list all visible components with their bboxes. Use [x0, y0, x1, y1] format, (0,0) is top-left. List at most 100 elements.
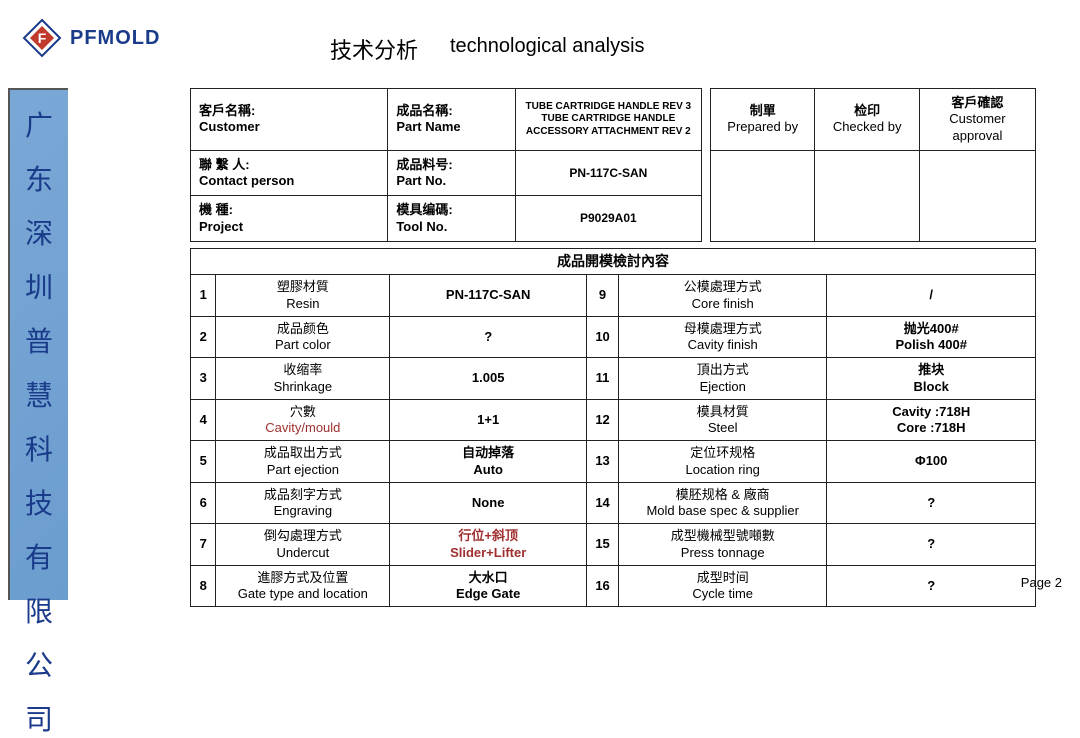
section-title: 成品開模檢討內容 — [191, 248, 1036, 275]
side-char: 圳 — [25, 266, 53, 306]
table-row: 4穴數Cavity/mould1+112模具材質SteelCavity :718… — [191, 399, 1036, 441]
right-label: 頂出方式Ejection — [618, 358, 827, 400]
row-number: 8 — [191, 565, 216, 607]
logo-icon: F — [22, 18, 62, 58]
right-value: 推块 Block — [827, 358, 1036, 400]
row-number: 4 — [191, 399, 216, 441]
table-row: 8進膠方式及位置Gate type and location大水口 Edge G… — [191, 565, 1036, 607]
row-number: 6 — [191, 482, 216, 524]
side-char: 限 — [25, 590, 53, 630]
row-number: 1 — [191, 275, 216, 317]
side-char: 普 — [25, 320, 53, 360]
side-char: 慧 — [25, 374, 53, 414]
left-label: 成品颜色Part color — [216, 316, 390, 358]
approval-label-en: Customer approval — [928, 111, 1027, 144]
checkedby-label-en: Checked by — [823, 119, 910, 135]
side-char: 广 — [25, 104, 53, 144]
right-label: 成型機械型號噸數Press tonnage — [618, 524, 827, 566]
left-label: 倒勾處理方式Undercut — [216, 524, 390, 566]
left-label: 收缩率Shrinkage — [216, 358, 390, 400]
partname-label-en: Part Name — [396, 119, 507, 135]
partname-value: TUBE CARTRIDGE HANDLE REV 3 TUBE CARTRID… — [515, 89, 701, 151]
right-label: 模胚规格 & 廠商Mold base spec & supplier — [618, 482, 827, 524]
left-value: 行位+斜顶 Slider+Lifter — [390, 524, 587, 566]
right-label: 模具材質Steel — [618, 399, 827, 441]
partno-label-cn: 成品料号: — [396, 157, 507, 173]
row-number: 2 — [191, 316, 216, 358]
left-label: 成品取出方式Part ejection — [216, 441, 390, 483]
left-label: 塑膠材質Resin — [216, 275, 390, 317]
side-char: 有 — [25, 536, 53, 576]
row-number-right: 16 — [587, 565, 619, 607]
brand-text: PFMOLD — [70, 27, 160, 50]
partno-label-en: Part No. — [396, 173, 507, 189]
row-number-right: 9 — [587, 275, 619, 317]
row-number-right: 10 — [587, 316, 619, 358]
row-number-right: 13 — [587, 441, 619, 483]
right-value: 抛光400# Polish 400# — [827, 316, 1036, 358]
table-row: 6成品刻字方式EngravingNone14模胚规格 & 廠商Mold base… — [191, 482, 1036, 524]
right-value: Φ100 — [827, 441, 1036, 483]
page-number: Page 2 — [1021, 575, 1062, 590]
right-value: ? — [827, 565, 1036, 607]
toolno-label-cn: 模具编碼: — [396, 202, 507, 218]
row-number-right: 12 — [587, 399, 619, 441]
toolno-label-en: Tool No. — [396, 219, 507, 235]
preparedby-label-en: Prepared by — [719, 119, 806, 135]
content: 客戶名稱: Customer 成品名稱: Part Name TUBE CART… — [190, 88, 1036, 607]
row-number-right: 11 — [587, 358, 619, 400]
table-row: 1塑膠材質ResinPN-117C-SAN9公模處理方式Core finish/ — [191, 275, 1036, 317]
approval-cell — [919, 150, 1035, 241]
left-label: 進膠方式及位置Gate type and location — [216, 565, 390, 607]
left-label: 穴數Cavity/mould — [216, 399, 390, 441]
contact-label-cn: 聯 繫 人: — [199, 157, 379, 173]
partno-value: PN-117C-SAN — [515, 150, 701, 196]
title-en: technological analysis — [450, 35, 645, 58]
table-row: 7倒勾處理方式Undercut行位+斜顶 Slider+Lifter15成型機械… — [191, 524, 1036, 566]
review-table: 成品開模檢討內容 1塑膠材質ResinPN-117C-SAN9公模處理方式Cor… — [190, 248, 1036, 608]
contact-label-en: Contact person — [199, 173, 379, 189]
left-value: 1.005 — [390, 358, 587, 400]
table-row: 5成品取出方式Part ejection自动掉落 Auto13定位环规格Loca… — [191, 441, 1036, 483]
preparedby-label-cn: 制單 — [719, 103, 806, 119]
approval-label-cn: 客戶確認 — [928, 95, 1027, 111]
right-value: / — [827, 275, 1036, 317]
checkedby-cell — [815, 150, 919, 241]
info-table: 客戶名稱: Customer 成品名稱: Part Name TUBE CART… — [190, 88, 1036, 242]
side-char: 科 — [25, 428, 53, 468]
side-char: 司 — [25, 698, 53, 738]
row-number: 3 — [191, 358, 216, 400]
right-value: ? — [827, 482, 1036, 524]
left-value: ? — [390, 316, 587, 358]
right-value: Cavity :718H Core :718H — [827, 399, 1036, 441]
left-label: 成品刻字方式Engraving — [216, 482, 390, 524]
checkedby-label-cn: 检印 — [823, 103, 910, 119]
project-label-en: Project — [199, 219, 379, 235]
header: F PFMOLD — [22, 18, 160, 58]
partname-label-cn: 成品名稱: — [396, 103, 507, 119]
customer-label-en: Customer — [199, 119, 379, 135]
left-value: 自动掉落 Auto — [390, 441, 587, 483]
customer-label-cn: 客戶名稱: — [199, 103, 379, 119]
right-label: 公模處理方式Core finish — [618, 275, 827, 317]
project-label-cn: 機 種: — [199, 202, 379, 218]
right-label: 成型时间Cycle time — [618, 565, 827, 607]
table-row: 2成品颜色Part color?10母模處理方式Cavity finish抛光4… — [191, 316, 1036, 358]
side-char: 技 — [25, 482, 53, 522]
side-char: 公 — [25, 644, 53, 684]
right-label: 定位环规格Location ring — [618, 441, 827, 483]
row-number-right: 15 — [587, 524, 619, 566]
row-number: 7 — [191, 524, 216, 566]
side-company-panel: 广东深圳普慧科技有限公司 — [8, 88, 68, 600]
preparedby-cell — [710, 150, 814, 241]
right-value: ? — [827, 524, 1036, 566]
right-label: 母模處理方式Cavity finish — [618, 316, 827, 358]
row-number: 5 — [191, 441, 216, 483]
table-row: 3收缩率Shrinkage1.00511頂出方式Ejection推块 Block — [191, 358, 1036, 400]
side-char: 东 — [25, 158, 53, 198]
left-value: 1+1 — [390, 399, 587, 441]
svg-text:F: F — [38, 30, 47, 46]
title-zh: 技术分析 — [330, 33, 418, 65]
row-number-right: 14 — [587, 482, 619, 524]
side-char: 深 — [25, 212, 53, 252]
